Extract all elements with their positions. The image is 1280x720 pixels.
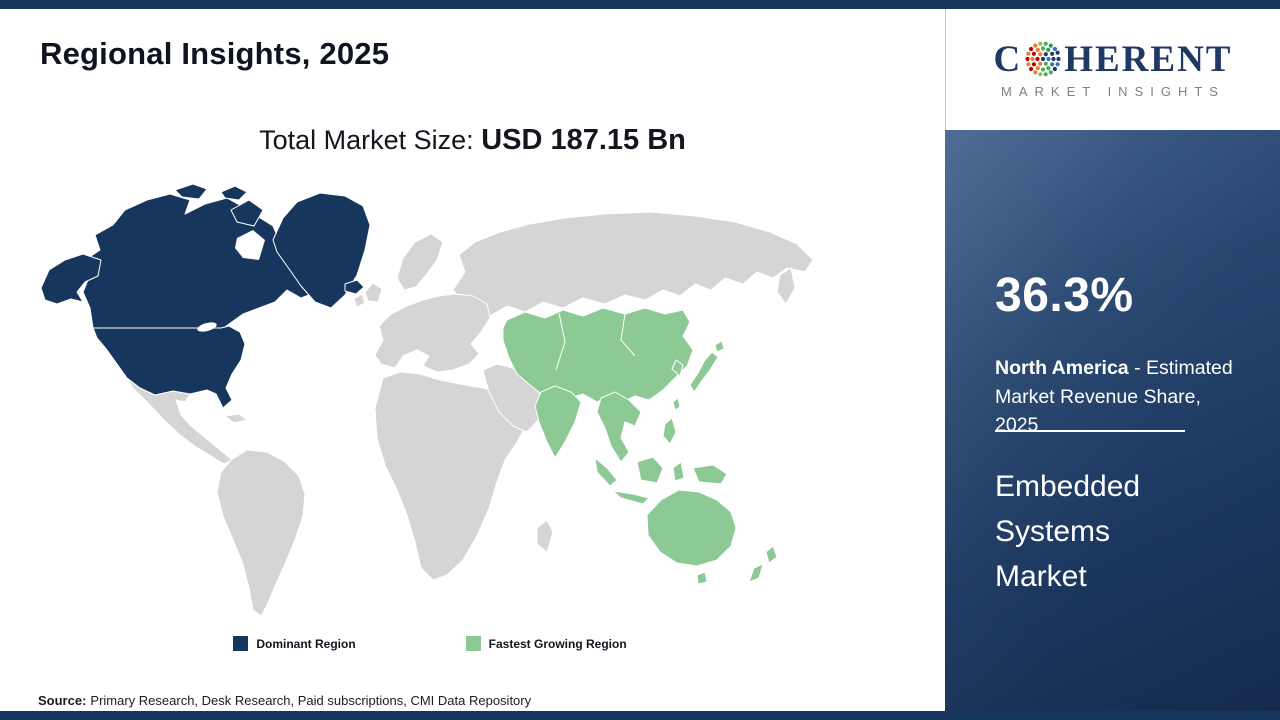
borneo [636,456,664,484]
country-border [620,313,636,357]
arctic-island [220,185,248,201]
region-description: - Estimated Market Revenue Share, 2025 [995,357,1233,436]
united-kingdom [364,282,383,303]
greenland [272,192,371,309]
fastest-growing-region-landmass [502,307,778,585]
sulawesi [672,461,685,482]
country-border [555,312,566,371]
dominant-region-swatch [233,636,249,651]
baffin-island [230,199,264,227]
map-legend: Dominant Region Fastest Growing Region [35,636,825,651]
brand-logo: C HERENT [994,40,1233,78]
taiwan [672,397,681,411]
africa [374,371,528,581]
source-label: Source: [38,693,87,708]
right-sidebar: 36.3% North America - Estimated Market R… [945,130,1280,711]
japan [689,351,719,393]
fastest-growing-region-swatch [465,636,481,651]
new-zealand-south [748,563,764,583]
kamchatka [776,267,796,305]
arctic-island [174,183,208,200]
ireland [353,293,366,308]
total-market-size: Total Market Size: USD 187.15 Bn [0,124,945,157]
scandinavia [396,233,444,291]
canada [82,193,336,331]
globe-dots-icon [1025,41,1061,77]
madagascar [536,519,554,553]
europe [374,293,491,373]
united-states [92,325,246,409]
new-guinea [692,464,728,485]
brand-logo-area: C HERENT MARKET INSIGHTS [945,9,1280,130]
iceland [344,279,365,295]
russia [452,211,814,317]
world-map [40,183,814,617]
hudson-bay [235,230,265,260]
legend-item-fastest-growing: Fastest Growing Region [465,636,627,651]
source-line: Source: Primary Research, Desk Research, … [38,693,531,708]
top-border-bar [0,0,1280,9]
philippines [662,417,677,445]
region-name: North America [995,357,1129,380]
india [534,385,582,459]
south-america [216,449,306,617]
market-size-label: Total Market Size: [259,125,482,155]
legend-item-dominant: Dominant Region [233,636,356,651]
hokkaido [714,340,725,353]
new-zealand-north [765,545,778,564]
indochina [596,391,642,463]
brand-tagline: MARKET INSIGHTS [1001,84,1225,99]
logo-text-herent: HERENT [1064,38,1233,80]
sumatra [594,457,618,487]
alaska [40,253,102,305]
page-title: Regional Insights, 2025 [40,36,390,71]
java [612,490,650,505]
logo-text-c: C [993,38,1023,80]
market-share-description: North America - Estimated Market Revenue… [995,326,1270,439]
korea [671,359,684,377]
market-name: Embedded Systems Market [995,470,1141,593]
australia [646,489,737,567]
other-landmass [126,211,814,617]
central-east-asia [502,307,694,403]
dominant-region-landmass [40,183,371,409]
bottom-border-bar [0,711,1280,720]
sidebar-divider [995,430,1185,432]
cuba [224,413,248,424]
dominant-region-label: Dominant Region [256,636,356,651]
market-share-value: 36.3% [995,269,1134,322]
fastest-growing-region-label: Fastest Growing Region [488,636,627,651]
tasmania [696,571,708,585]
source-text: Primary Research, Desk Research, Paid su… [90,693,532,708]
great-lakes [197,322,217,332]
market-size-value: USD 187.15 Bn [481,124,686,156]
